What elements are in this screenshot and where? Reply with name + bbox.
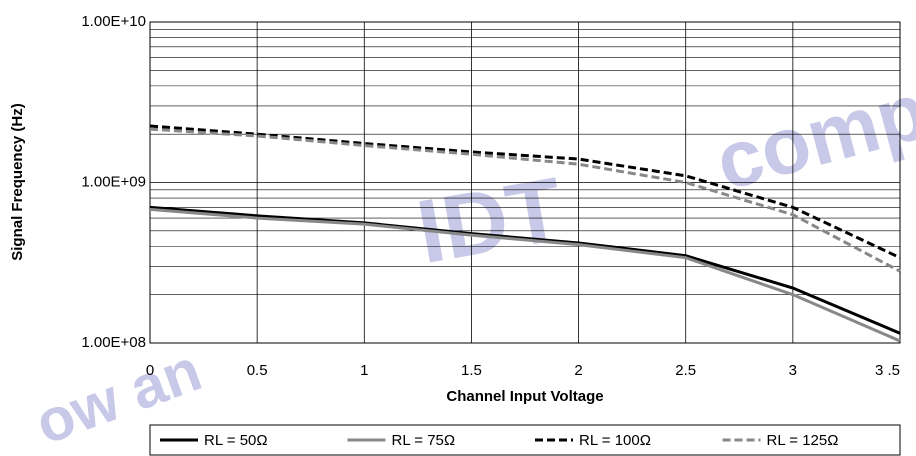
y-tick-label: 1.00E+10 <box>81 13 146 30</box>
watermark-text: comp <box>707 66 916 207</box>
x-tick-label: 2 <box>574 362 582 379</box>
x-tick-label: 0 <box>146 362 154 379</box>
series-line <box>149 127 901 273</box>
x-tick-label: 2.5 <box>675 362 696 379</box>
legend-label: RL = 75Ω <box>392 432 456 449</box>
x-tick-label: 1 <box>360 362 368 379</box>
legend-label: RL = 50Ω <box>204 432 268 449</box>
watermark-text: IDT <box>410 159 570 283</box>
series-line <box>149 124 901 260</box>
watermark-text: ow an <box>27 336 210 456</box>
legend-label: RL = 125Ω <box>767 432 839 449</box>
series-line <box>149 207 901 343</box>
x-axis-label: Channel Input Voltage <box>446 388 603 405</box>
x-tick-label: 3 .5 <box>875 362 900 379</box>
x-tick-label: 3 <box>789 362 797 379</box>
x-tick-label: 0.5 <box>247 362 268 379</box>
y-tick-label: 1.00E+09 <box>81 173 146 190</box>
legend-box <box>149 424 901 456</box>
x-tick-label: 1.5 <box>461 362 482 379</box>
legend-label: RL = 100Ω <box>579 432 651 449</box>
y-axis-label: Signal Frequency (Hz) <box>9 103 26 261</box>
series-line <box>149 205 901 335</box>
plot-frame <box>149 21 901 344</box>
y-tick-label: 1.00E+08 <box>81 334 146 351</box>
